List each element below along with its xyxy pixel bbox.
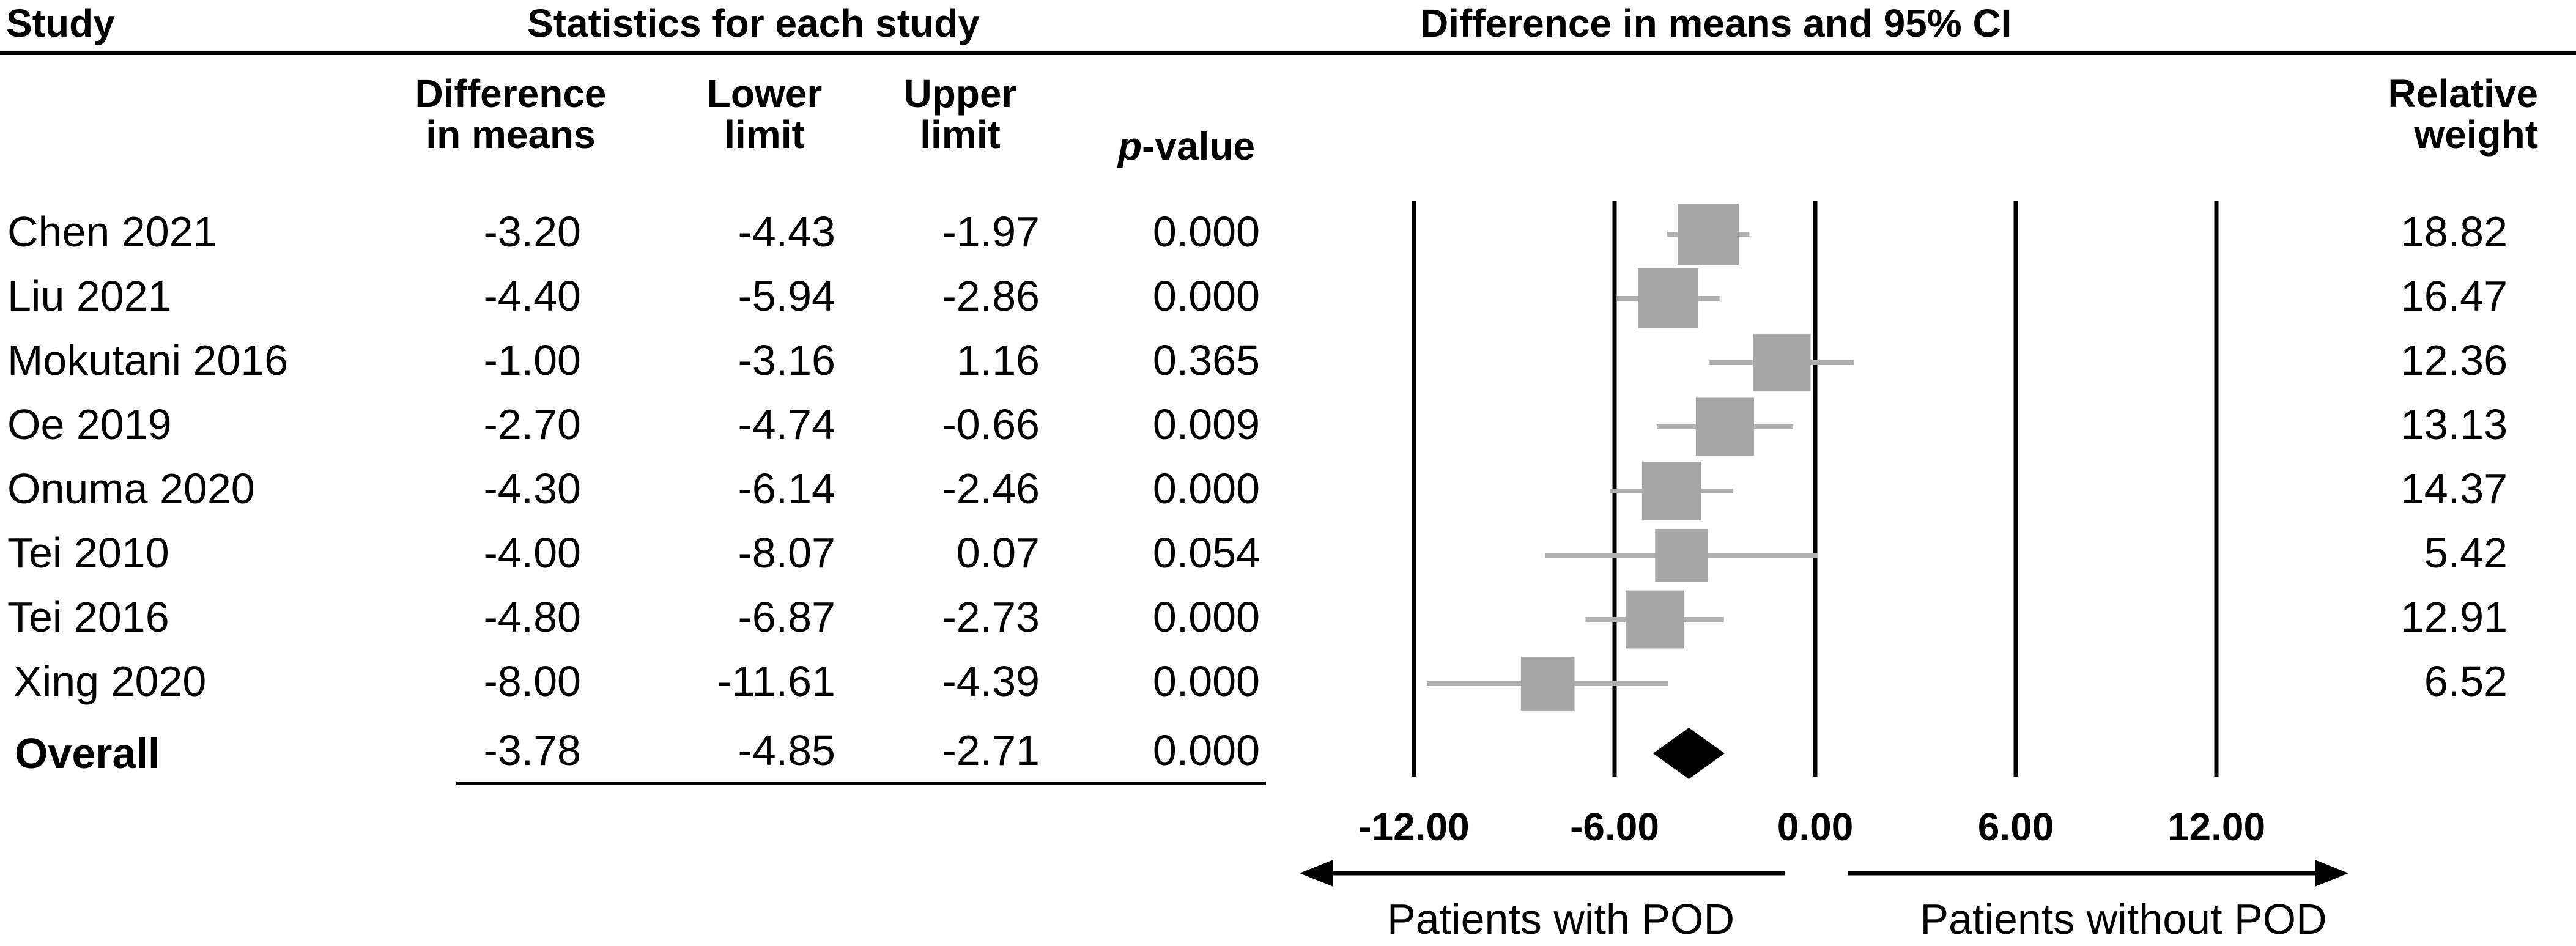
p-value-cell: 0.365 [1152, 336, 1260, 384]
study-name: Liu 2021 [7, 272, 172, 320]
p-value-cell: 0.000 [1152, 593, 1260, 641]
p-value-cell: 0.000 [1152, 657, 1260, 705]
overall-p-value-cell: 0.000 [1152, 726, 1260, 774]
upper-header-line1: Upper [903, 72, 1017, 116]
p-value-cell: 0.009 [1152, 401, 1260, 448]
upper-cell: 1.16 [956, 336, 1040, 384]
overall-diamond [1653, 728, 1725, 779]
lower-cell: -4.74 [738, 401, 835, 448]
diff-cell: -1.00 [483, 336, 581, 384]
upper-column-header: Upper limit [868, 73, 1052, 155]
weight-cell: 6.52 [2424, 657, 2508, 705]
lower-cell: -6.14 [738, 465, 835, 512]
overall-diff-cell: -3.78 [483, 726, 581, 774]
diff-cell: -4.30 [483, 465, 581, 512]
effect-square [1520, 657, 1575, 711]
plot-header: Difference in means and 95% CI [1420, 1, 2012, 45]
x-tick-label: 12.00 [2167, 805, 2266, 849]
weight-cell: 12.91 [2400, 593, 2508, 641]
x-tick-label: 6.00 [1977, 805, 2054, 849]
lower-cell: -3.16 [738, 336, 835, 384]
diff-cell: -8.00 [483, 657, 581, 705]
left-arrow-head [1300, 860, 1333, 887]
effect-square [1753, 333, 1811, 392]
weight-cell: 13.13 [2400, 401, 2508, 448]
study-name: Tei 2016 [7, 593, 169, 641]
lower-cell: -6.87 [738, 593, 835, 641]
lower-cell: -8.07 [738, 529, 835, 577]
lower-header-line2: limit [724, 113, 805, 157]
diff-cell: -4.40 [483, 272, 581, 320]
p-header-rest: -value [1142, 124, 1256, 168]
p-value-cell: 0.000 [1152, 208, 1260, 256]
overall-lower-cell: -4.85 [738, 726, 835, 774]
weight-header-line1: Relative [2388, 72, 2538, 116]
weight-cell: 12.36 [2400, 336, 2508, 384]
lower-cell: -4.43 [738, 208, 835, 256]
lower-cell: -11.61 [717, 657, 835, 705]
p-value-cell: 0.000 [1152, 465, 1260, 512]
diff-column-header: Difference in means [379, 73, 642, 155]
effect-square [1695, 397, 1754, 456]
diff-header-line2: in means [426, 113, 596, 157]
diff-cell: -4.00 [483, 529, 581, 577]
overall-upper-cell: -2.71 [942, 726, 1040, 774]
study-header: Study [6, 1, 115, 45]
diff-cell: -3.20 [483, 208, 581, 256]
upper-cell: -2.73 [942, 593, 1040, 641]
lower-column-header: Lower limit [673, 73, 856, 155]
study-name: Xing 2020 [13, 657, 207, 705]
statistics-header: Statistics for each study [527, 1, 980, 45]
lower-header-line1: Lower [706, 72, 823, 116]
diff-cell: -4.80 [483, 593, 581, 641]
diff-header-line1: Difference [415, 72, 607, 116]
effect-square [1638, 268, 1698, 329]
x-tick-label: -6.00 [1570, 805, 1659, 849]
study-name: Onuma 2020 [7, 465, 255, 512]
weight-cell: 14.37 [2400, 465, 2508, 512]
upper-cell: -2.46 [942, 465, 1040, 512]
p-value-column-header: p-value [1089, 124, 1284, 168]
header-rule [0, 51, 2576, 55]
effect-square [1626, 590, 1684, 649]
study-name: Mokutani 2016 [7, 336, 289, 384]
diff-cell: -2.70 [483, 401, 581, 448]
upper-cell: -2.86 [942, 272, 1040, 320]
study-name: Chen 2021 [7, 208, 217, 256]
effect-square [1678, 204, 1739, 265]
lower-cell: -5.94 [738, 272, 835, 320]
left-direction-label: Patients with POD [1387, 895, 1734, 943]
weight-column-header: Relative weight [2263, 73, 2538, 155]
x-tick-label: 0.00 [1777, 805, 1854, 849]
p-value-cell: 0.000 [1152, 272, 1260, 320]
p-header-italic: p [1117, 124, 1142, 168]
table-bottom-rule [456, 782, 1266, 785]
effect-square [1655, 528, 1708, 582]
right-direction-label: Patients without POD [1920, 895, 2327, 943]
upper-cell: 0.07 [956, 529, 1040, 577]
overall-label: Overall [15, 730, 160, 777]
right-arrow-head [2315, 860, 2348, 887]
upper-cell: -1.97 [942, 208, 1040, 256]
weight-cell: 16.47 [2400, 272, 2508, 320]
weight-cell: 5.42 [2424, 529, 2508, 577]
study-name: Tei 2010 [7, 529, 169, 577]
x-tick-label: -12.00 [1358, 805, 1470, 849]
p-value-cell: 0.054 [1152, 529, 1260, 577]
upper-cell: -0.66 [942, 401, 1040, 448]
upper-cell: -4.39 [942, 657, 1040, 705]
effect-square [1641, 461, 1701, 521]
weight-header-line2: weight [2414, 113, 2538, 157]
study-name: Oe 2019 [7, 401, 172, 448]
upper-header-line2: limit [920, 113, 1001, 157]
weight-cell: 18.82 [2400, 208, 2508, 256]
